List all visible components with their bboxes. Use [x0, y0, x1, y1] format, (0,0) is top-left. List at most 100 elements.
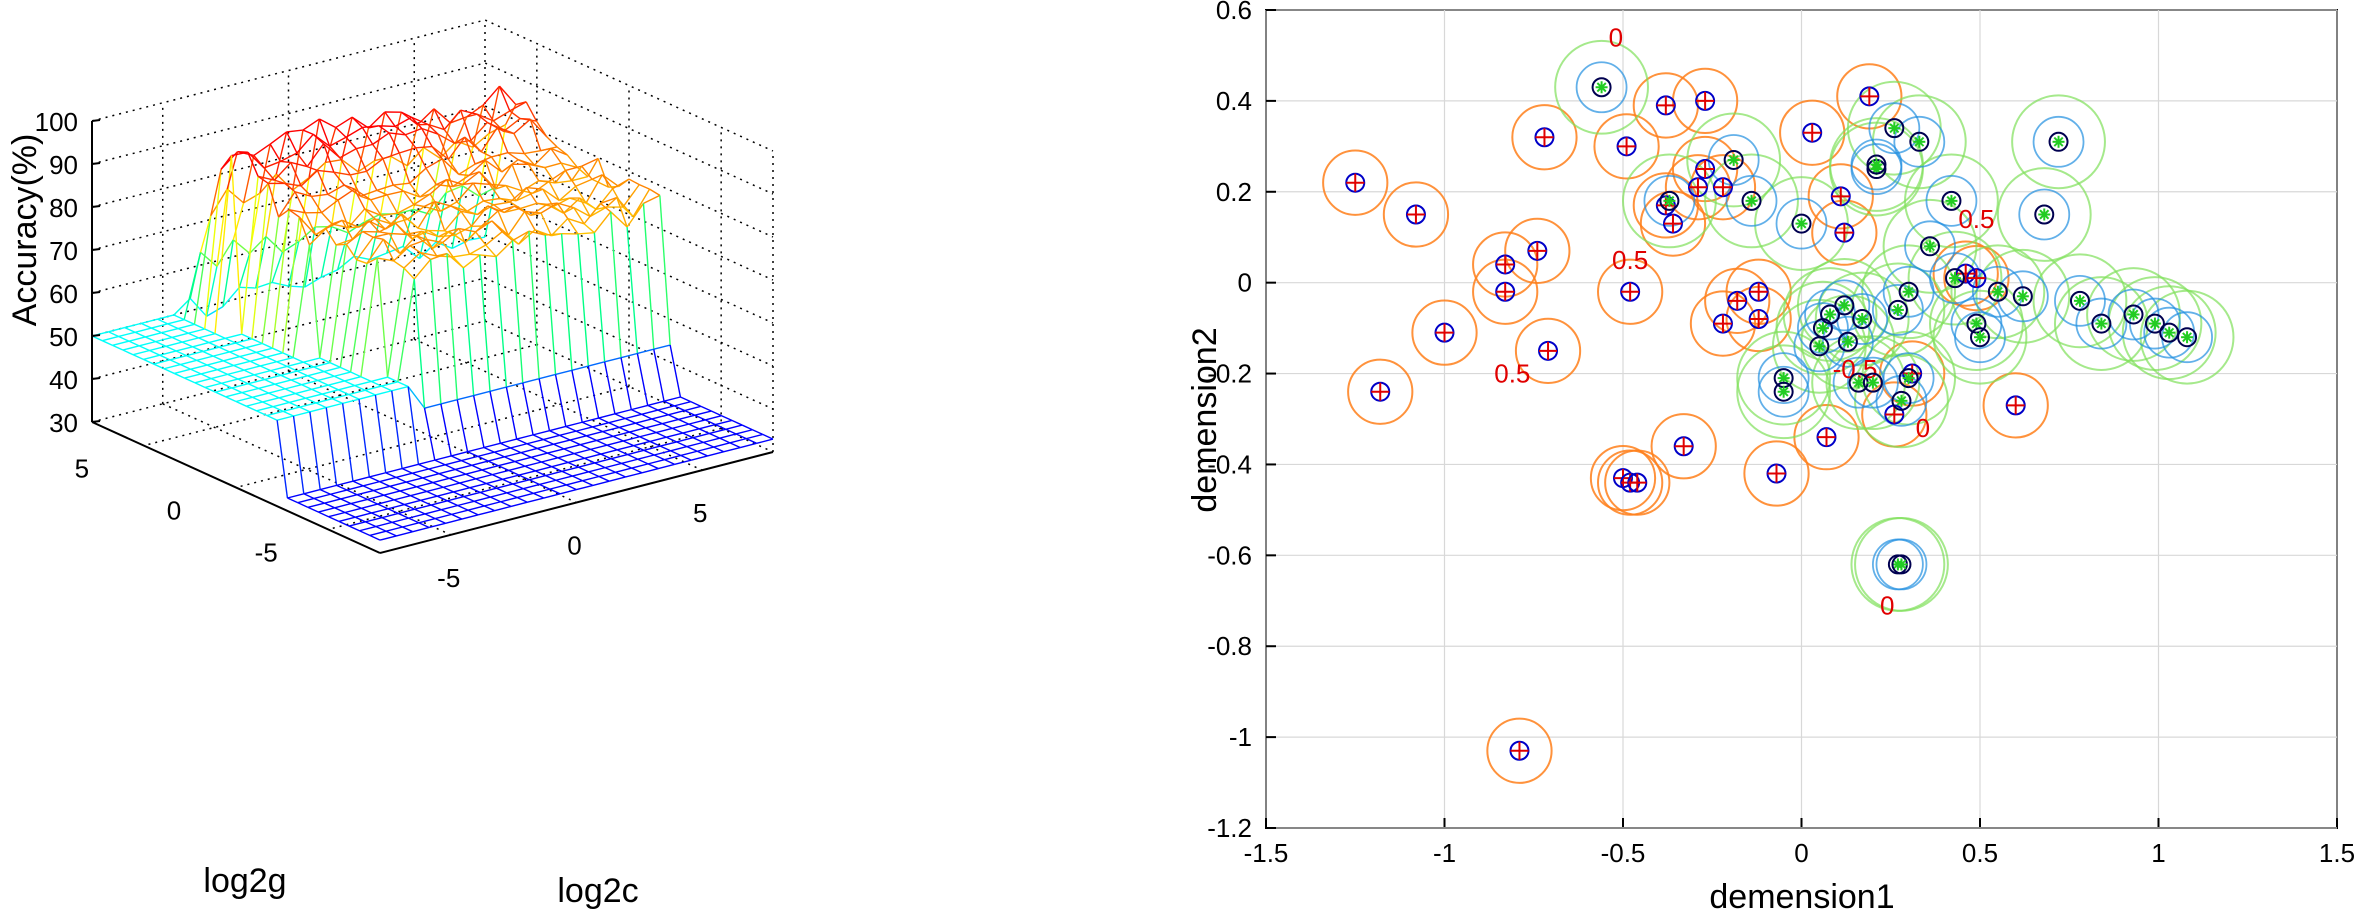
surface-mesh-segment: [571, 370, 583, 423]
point-circle-star: [1591, 77, 1612, 98]
surface-mesh-segment: [670, 450, 682, 457]
surface-mesh-segment: [364, 208, 376, 220]
surface-mesh-segment: [155, 336, 173, 343]
point-circle-star: [2144, 313, 2165, 334]
contour-blue: [1882, 265, 1935, 318]
surface-mesh-segment: [530, 212, 542, 216]
surface-mesh-segment: [248, 378, 265, 385]
surface-mesh-segment: [340, 366, 351, 373]
surface-mesh-segment: [257, 175, 269, 185]
surface-mesh-segment: [500, 501, 512, 508]
surface-mesh-segment: [303, 361, 314, 368]
surface-mesh-segment: [225, 391, 243, 398]
contour-green: [1782, 267, 1878, 362]
surface-mesh-segment: [447, 495, 464, 502]
contour-blue: [2075, 297, 2128, 350]
contour-orange: [1411, 299, 1478, 366]
surface-mesh-segment: [735, 429, 753, 435]
surface-mesh-segment: [614, 413, 626, 420]
y-tick-label: -0.2: [1207, 359, 1252, 389]
surface-mesh-segment: [210, 188, 228, 216]
surface-mesh-segment: [286, 129, 304, 133]
surface-mesh-segment: [305, 393, 323, 399]
surface-mesh-segment: [434, 200, 451, 207]
surface-mesh-segment: [512, 479, 530, 485]
contour-blue: [1725, 174, 1778, 227]
contour-blue: [1775, 197, 1828, 250]
point-star-ray: [1971, 318, 1982, 329]
surface-mesh-segment: [419, 184, 437, 198]
surface-mesh-segment: [223, 355, 240, 362]
surface-mesh-segment: [548, 181, 560, 201]
surface-mesh-segment: [645, 422, 663, 429]
surface-mesh-segment: [311, 384, 329, 391]
surface-mesh-segment: [403, 252, 421, 269]
surface-mesh-segment: [682, 428, 700, 434]
surface-mesh-segment: [621, 458, 638, 465]
surface-mesh-segment: [134, 331, 146, 338]
surface-mesh-segment: [337, 255, 355, 271]
contour-green: [1996, 167, 2092, 262]
surface-mesh-segment: [299, 402, 317, 408]
surface-mesh-segment: [556, 202, 569, 219]
surface-mesh-segment: [497, 205, 515, 212]
surface-mesh-segment: [628, 178, 640, 186]
surface-mesh-segment: [515, 192, 533, 202]
surface-mesh-segment: [229, 347, 247, 353]
surface-mesh-segment: [620, 357, 632, 410]
z-tick-label: 60: [49, 279, 78, 309]
surface-mesh-segment: [470, 139, 482, 153]
surface-mesh-segment: [389, 485, 401, 492]
surface-mesh-segment: [417, 108, 435, 126]
surface-mesh-segment: [353, 188, 366, 210]
contour-scatter-plot: 0 0.5 0.5 -0.5 0 0 0.5 -1.5 -1 -0.5 0 0.5 1 1.5 -1.2…: [1186, 0, 2355, 916]
surface-mesh-segment: [530, 452, 548, 458]
surface-mesh-segment: [518, 470, 536, 476]
surface-mesh-segment: [703, 437, 720, 444]
surface-mesh-segment: [411, 230, 423, 240]
surface-mesh-segment: [188, 332, 199, 339]
surface-mesh-segment: [499, 197, 511, 203]
surface-mesh-segment: [289, 397, 306, 404]
surface-mesh-segment: [247, 383, 259, 390]
surface-mesh-segment: [395, 222, 407, 235]
surface-mesh-segment: [600, 196, 618, 205]
surface-mesh-segment: [530, 203, 548, 216]
x-tick-label: -1: [1433, 838, 1456, 868]
surface-mesh-segment: [274, 383, 286, 390]
surface-mesh-segment: [307, 370, 325, 377]
surface-mesh-segment: [369, 534, 381, 541]
contour-orange: [1811, 199, 1878, 266]
z-tick-label: 90: [49, 150, 78, 180]
surface-mesh-segment: [524, 461, 542, 467]
surface-mesh-segment: [390, 213, 403, 225]
point-circle-star: [1941, 190, 1962, 211]
surface-mesh-segment: [692, 437, 704, 444]
surface-mesh-segment: [462, 254, 481, 269]
surface-mesh-segment: [637, 348, 654, 355]
surface-mesh-segment: [419, 252, 431, 261]
surface-mesh-segment: [379, 476, 397, 483]
surface-mesh-segment: [493, 110, 511, 122]
point-star-ray: [1825, 309, 1836, 320]
surface-mesh-segment: [330, 489, 348, 495]
contour-blue: [1818, 279, 1871, 332]
surface-mesh-segment: [494, 505, 512, 512]
surface-mesh-segment: [420, 495, 438, 502]
surface-mesh-segment: [278, 191, 296, 218]
surface-mesh-segment: [218, 346, 230, 353]
surface-mesh-segment: [373, 485, 391, 492]
x-tick-label: 1: [2151, 838, 2165, 868]
surface-mesh-segment: [313, 362, 331, 368]
surface-mesh-segment: [354, 384, 366, 391]
surface-mesh-segment: [264, 374, 282, 381]
surface-mesh-segment: [276, 420, 289, 499]
surface-mesh-segment: [349, 263, 368, 373]
surface-mesh-segment: [676, 441, 688, 448]
surface-mesh-segment: [547, 202, 558, 206]
surface-mesh-segment: [205, 266, 218, 317]
surface-mesh-segment: [320, 269, 338, 278]
surface-mesh-segment: [319, 118, 337, 129]
contour-orange: [1593, 113, 1660, 180]
surface-mesh-segment: [430, 504, 442, 511]
